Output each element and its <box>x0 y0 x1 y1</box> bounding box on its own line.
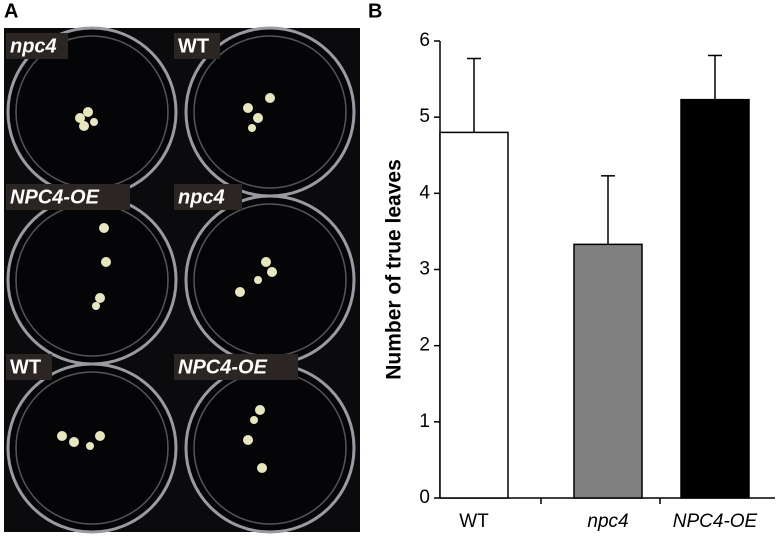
well-label: NPC4-OE <box>178 356 268 378</box>
well-label: npc4 <box>178 186 225 208</box>
y-tick-label: 6 <box>419 30 430 51</box>
photo <box>4 26 360 534</box>
y-tick-label: 4 <box>419 182 430 203</box>
bar <box>573 243 643 499</box>
panel-label: B <box>368 0 382 22</box>
x-tick-label: WT <box>459 511 489 532</box>
y-tick-label: 0 <box>419 487 430 508</box>
label-backgrounds <box>6 33 298 380</box>
panel-label: A <box>4 0 18 22</box>
wells <box>6 26 356 534</box>
well-label: npc4 <box>10 35 57 57</box>
y-axis-label: Number of true leaves <box>383 159 406 380</box>
x-tick-label: npc4 <box>587 511 628 532</box>
y-tick-label: 1 <box>419 411 430 432</box>
well-label: WT <box>178 35 209 57</box>
y-tick-label: 3 <box>419 259 430 280</box>
well-label: WT <box>10 356 41 378</box>
well-label: NPC4-OE <box>10 186 100 208</box>
y-tick-label: 2 <box>419 335 430 356</box>
x-tick-label: NPC4-OE <box>673 511 758 532</box>
seedlings <box>57 93 277 473</box>
bar <box>439 131 509 499</box>
bar <box>680 98 750 499</box>
y-tick-label: 5 <box>419 106 430 127</box>
